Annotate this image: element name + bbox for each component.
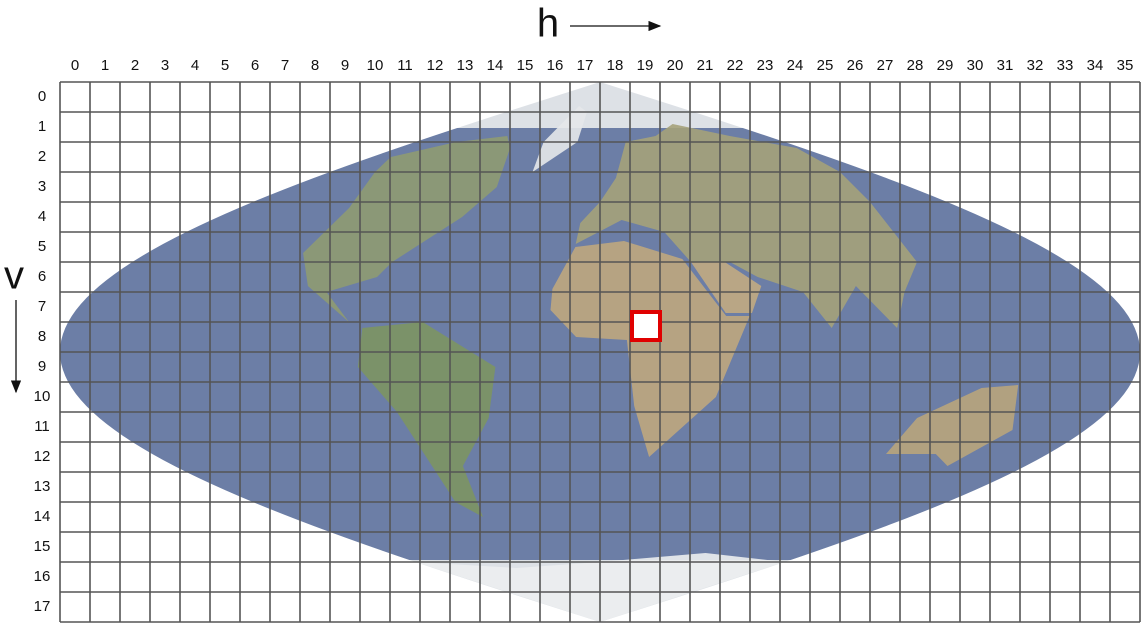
column-label: 23 — [757, 57, 774, 74]
h-axis-label: h — [537, 2, 559, 46]
row-label: 3 — [38, 178, 46, 195]
row-label: 12 — [34, 448, 51, 465]
column-label: 2 — [131, 57, 139, 74]
column-label: 19 — [637, 57, 654, 74]
eurasia — [575, 124, 917, 328]
row-label: 14 — [34, 508, 51, 525]
column-label: 10 — [367, 57, 384, 74]
column-label: 32 — [1027, 57, 1044, 74]
column-label: 13 — [457, 57, 474, 74]
row-label: 17 — [34, 598, 51, 615]
column-label: 21 — [697, 57, 714, 74]
column-label: 17 — [577, 57, 594, 74]
row-label: 6 — [38, 268, 46, 285]
v-axis-label: v — [4, 254, 24, 298]
column-label: 16 — [547, 57, 564, 74]
row-label: 16 — [34, 568, 51, 585]
row-label: 7 — [38, 298, 46, 315]
column-label: 5 — [221, 57, 229, 74]
row-label: 15 — [34, 538, 51, 555]
row-label: 11 — [34, 418, 50, 435]
column-label: 3 — [161, 57, 169, 74]
column-label: 33 — [1057, 57, 1074, 74]
column-label: 4 — [191, 57, 199, 74]
column-label: 22 — [727, 57, 744, 74]
column-label: 6 — [251, 57, 259, 74]
column-label: 26 — [847, 57, 864, 74]
column-label: 1 — [101, 57, 109, 74]
column-label: 0 — [71, 57, 79, 74]
column-label: 35 — [1117, 57, 1134, 74]
row-label: 5 — [38, 238, 46, 255]
column-label: 9 — [341, 57, 349, 74]
row-label: 4 — [38, 208, 46, 225]
north-america — [303, 136, 511, 322]
row-label: 0 — [38, 88, 46, 105]
column-label: 14 — [487, 57, 504, 74]
column-label: 25 — [817, 57, 834, 74]
tile-grid — [59, 81, 1141, 623]
column-label: 29 — [937, 57, 954, 74]
column-label: 12 — [427, 57, 444, 74]
column-label: 7 — [281, 57, 289, 74]
column-label: 20 — [667, 57, 684, 74]
south-america — [357, 322, 496, 517]
column-label: 27 — [877, 57, 894, 74]
highlighted-tile — [630, 310, 662, 342]
column-label: 8 — [311, 57, 319, 74]
column-label: 18 — [607, 57, 624, 74]
column-label: 24 — [787, 57, 804, 74]
column-label: 31 — [997, 57, 1014, 74]
arabia — [690, 262, 762, 313]
column-label: 30 — [967, 57, 984, 74]
row-label: 2 — [38, 148, 46, 165]
greenland — [532, 106, 587, 172]
column-label: 34 — [1087, 57, 1104, 74]
row-label: 9 — [38, 358, 46, 375]
row-label: 1 — [38, 118, 46, 135]
column-label: 28 — [907, 57, 924, 74]
column-label: 11 — [397, 57, 413, 74]
column-label: 15 — [517, 57, 534, 74]
australia — [886, 385, 1019, 466]
row-label: 8 — [38, 328, 46, 345]
row-label: 10 — [34, 388, 51, 405]
row-label: 13 — [34, 478, 51, 495]
